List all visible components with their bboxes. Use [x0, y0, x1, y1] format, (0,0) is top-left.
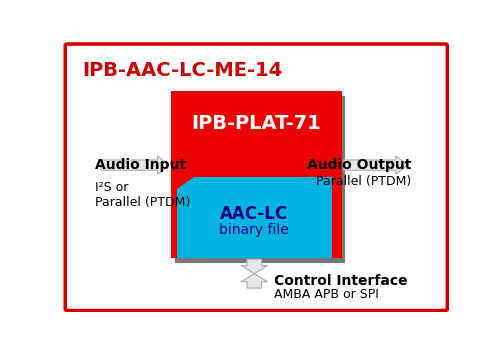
Text: Control Interface: Control Interface [274, 274, 407, 288]
FancyBboxPatch shape [171, 91, 342, 258]
Text: I²S or
Parallel (PTDM): I²S or Parallel (PTDM) [96, 181, 190, 209]
Polygon shape [177, 177, 332, 258]
Text: binary file: binary file [220, 223, 289, 237]
Text: IPB-AAC-LC-ME-14: IPB-AAC-LC-ME-14 [82, 61, 282, 80]
Text: AMBA APB or SPI: AMBA APB or SPI [274, 288, 378, 301]
Text: AAC-LC: AAC-LC [220, 205, 288, 223]
FancyArrow shape [344, 156, 407, 174]
FancyArrow shape [241, 274, 268, 288]
FancyArrow shape [102, 156, 169, 174]
Text: Parallel (PTDM): Parallel (PTDM) [316, 175, 411, 188]
Text: Audio Output: Audio Output [307, 158, 411, 172]
Text: IPB-PLAT-71: IPB-PLAT-71 [192, 114, 321, 133]
FancyBboxPatch shape [175, 95, 346, 263]
Text: Audio Input: Audio Input [96, 158, 186, 172]
FancyBboxPatch shape [65, 44, 448, 311]
FancyArrow shape [241, 259, 268, 274]
